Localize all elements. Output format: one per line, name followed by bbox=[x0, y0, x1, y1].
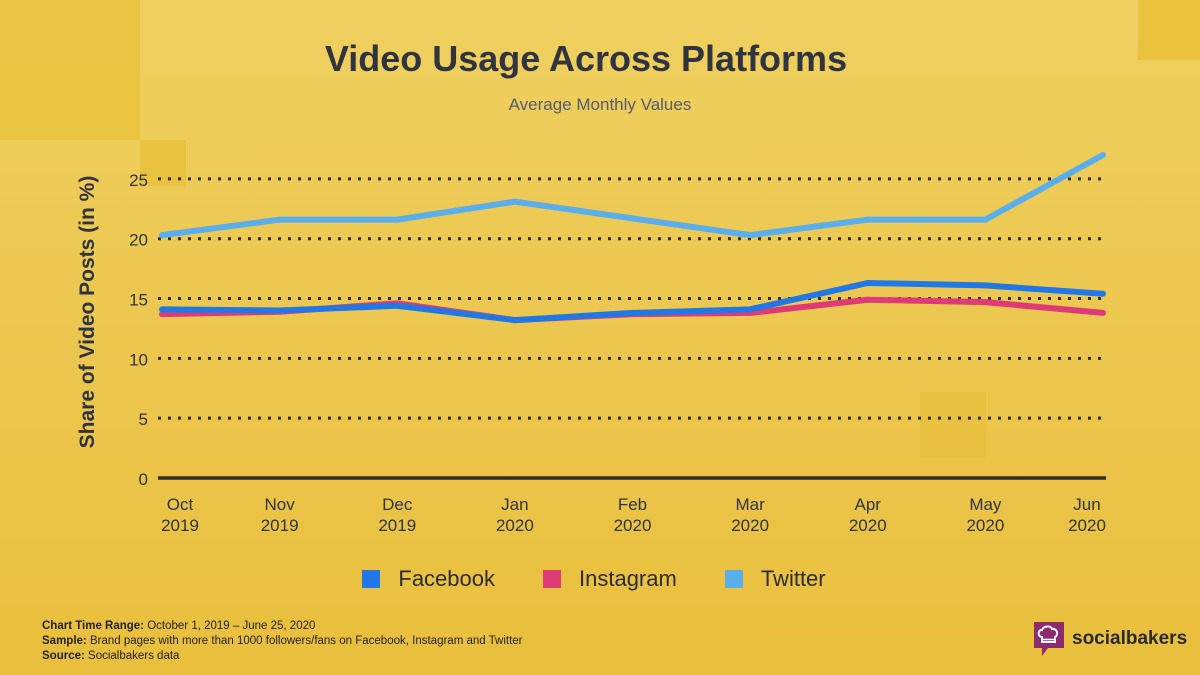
data-point-twitter[interactable] bbox=[276, 216, 283, 223]
x-tick-month: Jan bbox=[501, 495, 528, 514]
legend-swatch-twitter bbox=[724, 570, 743, 588]
x-tick-year: 2020 bbox=[966, 516, 1004, 535]
data-point-instagram[interactable] bbox=[864, 296, 871, 303]
chart-footnotes: Chart Time Range: October 1, 2019 – June… bbox=[42, 619, 523, 664]
brand-name: socialbakers bbox=[1072, 628, 1188, 649]
decor-block-middle bbox=[920, 392, 986, 458]
decor-block-top-left bbox=[0, 0, 140, 140]
data-point-instagram[interactable] bbox=[982, 299, 989, 306]
legend-label-facebook: Facebook bbox=[398, 566, 495, 591]
footnote-source: Source: Socialbakers data bbox=[42, 650, 180, 662]
x-tick-label: May 2020 bbox=[966, 495, 1004, 535]
grid-lines bbox=[158, 177, 1106, 480]
data-point-twitter[interactable] bbox=[747, 232, 754, 239]
series-lines bbox=[159, 152, 1106, 324]
y-tick-label: 10 bbox=[129, 350, 148, 369]
y-tick-label: 5 bbox=[139, 410, 148, 429]
chart-subtitle: Average Monthly Values bbox=[508, 95, 692, 114]
footnote-time-range: Chart Time Range: October 1, 2019 – June… bbox=[42, 620, 316, 632]
data-point-twitter[interactable] bbox=[982, 216, 989, 223]
y-tick-label: 0 bbox=[139, 470, 148, 489]
x-tick-month: Apr bbox=[855, 495, 882, 514]
legend-label-twitter: Twitter bbox=[760, 566, 826, 591]
x-tick-year: 2020 bbox=[1068, 516, 1106, 535]
x-tick-month: Feb bbox=[618, 495, 647, 514]
data-point-facebook[interactable] bbox=[159, 306, 165, 313]
decor-block-top-right bbox=[1138, 0, 1200, 60]
series-line-twitter[interactable] bbox=[161, 152, 1105, 239]
x-tick-year: 2020 bbox=[849, 516, 887, 535]
y-tick-label: 15 bbox=[129, 291, 148, 310]
data-point-facebook[interactable] bbox=[511, 317, 518, 324]
x-tick-label: Mar 2020 bbox=[731, 495, 769, 535]
legend-item-twitter[interactable]: Twitter bbox=[724, 566, 826, 592]
x-tick-month: Jun bbox=[1073, 495, 1100, 514]
data-point-twitter[interactable] bbox=[864, 216, 871, 223]
data-point-facebook[interactable] bbox=[747, 306, 754, 313]
brand-logo-block[interactable]: socialbakers bbox=[1032, 620, 1187, 658]
x-tick-month: Mar bbox=[735, 495, 765, 514]
x-tick-month: Dec bbox=[382, 495, 413, 514]
y-tick-labels: 0 5 10 15 20 25 bbox=[129, 171, 148, 489]
x-tick-label: Jan 2020 bbox=[496, 495, 534, 535]
legend-item-facebook[interactable]: Facebook bbox=[362, 566, 495, 592]
x-tick-month: May bbox=[969, 495, 1002, 514]
y-tick-label: 25 bbox=[129, 171, 148, 190]
data-point-twitter[interactable] bbox=[629, 215, 636, 222]
data-point-twitter[interactable] bbox=[159, 232, 165, 239]
x-tick-label: Dec 2019 bbox=[378, 495, 416, 535]
x-tick-label: Oct 2019 bbox=[161, 495, 199, 535]
x-tick-year: 2020 bbox=[496, 516, 534, 535]
data-point-twitter[interactable] bbox=[511, 198, 518, 205]
data-point-facebook[interactable] bbox=[394, 302, 401, 309]
x-tick-year: 2019 bbox=[261, 516, 299, 535]
x-tick-year: 2020 bbox=[614, 516, 652, 535]
x-tick-label: Jun 2020 bbox=[1068, 495, 1106, 535]
y-axis-label: Share of Video Posts (in %) bbox=[76, 176, 99, 449]
chart-legend: Facebook Instagram Twitter bbox=[0, 566, 1188, 592]
data-point-instagram[interactable] bbox=[159, 311, 165, 318]
legend-swatch-facebook bbox=[362, 570, 381, 588]
data-point-facebook[interactable] bbox=[982, 282, 989, 289]
data-point-facebook[interactable] bbox=[276, 307, 283, 314]
legend-item-instagram[interactable]: Instagram bbox=[543, 566, 677, 592]
data-point-facebook[interactable] bbox=[629, 309, 636, 316]
x-tick-label: Nov 2019 bbox=[261, 495, 299, 535]
chart-title: Video Usage Across Platforms bbox=[324, 38, 848, 79]
footnote-sample: Sample: Brand pages with more than 1000 … bbox=[42, 635, 523, 647]
data-point-facebook[interactable] bbox=[1100, 290, 1106, 297]
x-tick-month: Nov bbox=[265, 495, 296, 514]
x-tick-label: Feb 2020 bbox=[614, 495, 652, 535]
y-tick-label: 20 bbox=[129, 231, 148, 250]
x-tick-year: 2019 bbox=[161, 516, 199, 535]
data-point-twitter[interactable] bbox=[394, 216, 401, 223]
data-point-instagram[interactable] bbox=[1100, 309, 1106, 316]
legend-label-instagram: Instagram bbox=[579, 566, 677, 591]
x-tick-label: Apr 2020 bbox=[849, 495, 887, 535]
legend-swatch-instagram bbox=[543, 570, 561, 588]
x-tick-labels: Oct 2019 Nov 2019 Dec 2019 Jan 2020 Feb 2020 Mar 20… bbox=[161, 495, 1106, 535]
x-tick-year: 2019 bbox=[378, 516, 416, 535]
x-tick-year: 2020 bbox=[731, 516, 769, 535]
data-point-facebook[interactable] bbox=[864, 280, 871, 287]
x-tick-month: Oct bbox=[167, 495, 194, 514]
data-point-twitter[interactable] bbox=[1100, 152, 1106, 158]
chef-hat-speech-bubble-icon bbox=[1034, 622, 1064, 656]
